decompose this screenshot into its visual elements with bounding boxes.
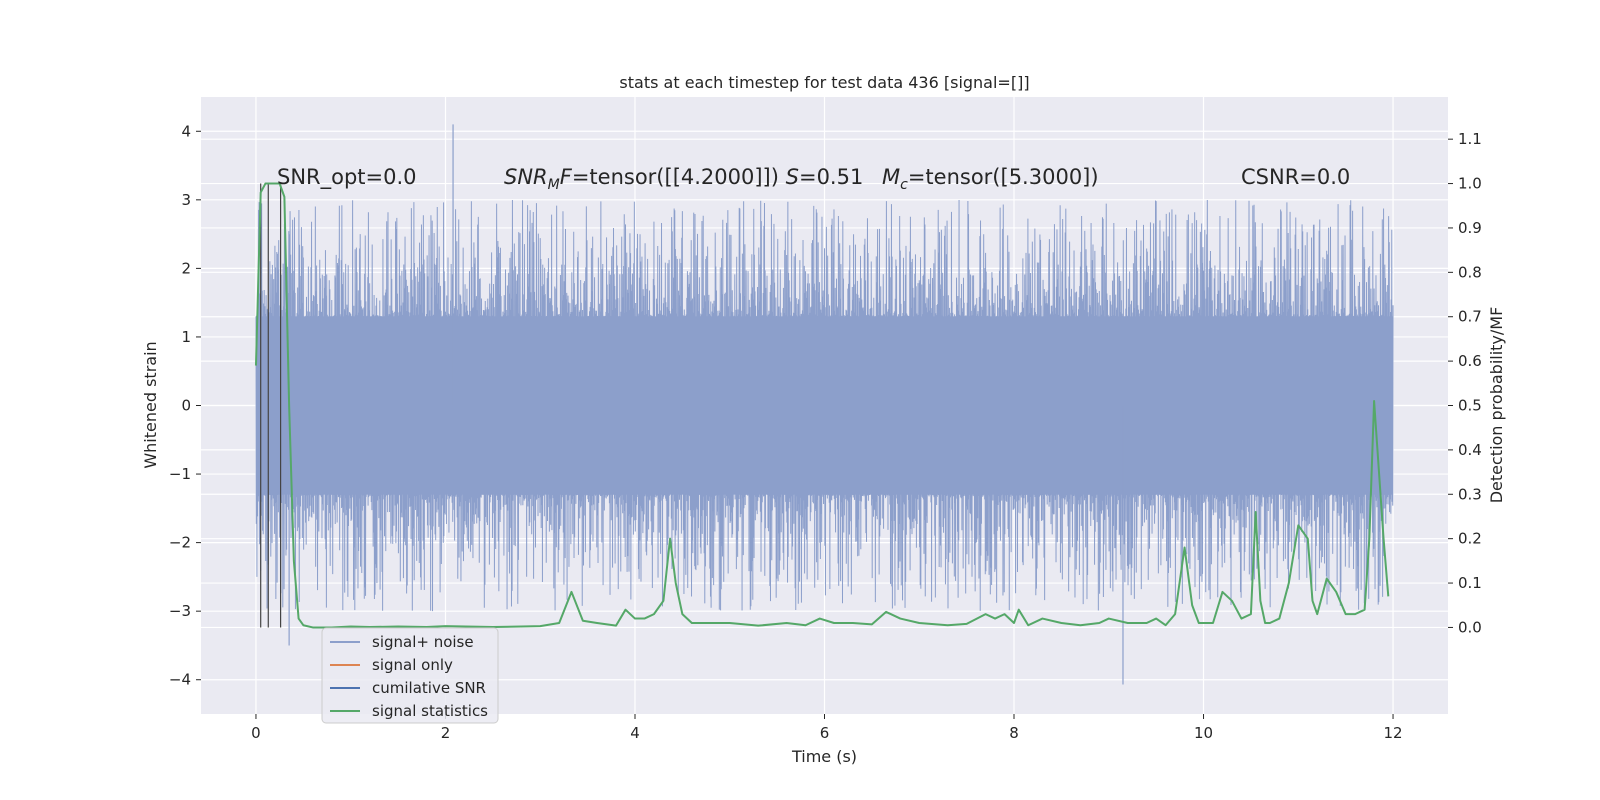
y2-axis-label: Detection probability/MF bbox=[1487, 307, 1506, 504]
y2-tick-label: 0.3 bbox=[1458, 485, 1482, 503]
y2-tick-label: 0.8 bbox=[1458, 263, 1482, 281]
chart-title: stats at each timestep for test data 436… bbox=[619, 73, 1029, 92]
y2-tick-label: 0.6 bbox=[1458, 352, 1482, 370]
y-tick-label: −1 bbox=[169, 465, 191, 483]
x-tick-label: 12 bbox=[1383, 724, 1402, 742]
annotation-snr-mf: SNRMF=tensor([[4.2000]]) S=0.51 bbox=[504, 165, 863, 193]
y2-tick-label: 0.4 bbox=[1458, 441, 1482, 459]
legend-label: signal+ noise bbox=[372, 633, 474, 651]
x-tick-label: 6 bbox=[820, 724, 830, 742]
y2-tick-label: 0.9 bbox=[1458, 219, 1482, 237]
y-tick-label: 2 bbox=[181, 259, 191, 277]
y-tick-label: −4 bbox=[169, 671, 191, 689]
legend-box bbox=[321, 627, 499, 724]
legend: signal+ noise signal only cumilative SNR si… bbox=[321, 627, 499, 724]
signal-statistics-layer bbox=[254, 182, 1390, 629]
signal-plus-noise-trace bbox=[255, 124, 1394, 685]
x-tick-label: 0 bbox=[251, 724, 261, 742]
x-tick-label: 10 bbox=[1194, 724, 1213, 742]
x-tick-label: 8 bbox=[1009, 724, 1019, 742]
y-axis-label: Whitened strain bbox=[141, 341, 160, 468]
y2-tick-label: 0.0 bbox=[1458, 618, 1482, 636]
signal-statistics-line bbox=[254, 182, 1390, 629]
axes: 0 2 4 6 8 10 1243210−1−2−3−41.11.00.90.80.70.6… bbox=[141, 73, 1506, 766]
y-tick-label: −2 bbox=[169, 534, 191, 552]
x-axis-label: Time (s) bbox=[791, 747, 857, 766]
x-tick-label: 2 bbox=[441, 724, 451, 742]
y2-tick-label: 0.7 bbox=[1458, 308, 1482, 326]
y2-tick-label: 0.2 bbox=[1458, 530, 1482, 548]
annotation-csnr: CSNR=0.0 bbox=[1241, 165, 1350, 189]
y-tick-label: 0 bbox=[181, 397, 191, 415]
annotation-mc: Mc=tensor([5.3000]) bbox=[882, 165, 1099, 193]
y-tick-label: 3 bbox=[181, 191, 191, 209]
noise-trace bbox=[255, 199, 1394, 612]
annotation-snr-opt: SNR_opt=0.0 bbox=[277, 165, 417, 190]
y2-tick-label: 1.1 bbox=[1458, 130, 1482, 148]
y-tick-label: 4 bbox=[181, 122, 191, 140]
x-tick-label: 4 bbox=[630, 724, 640, 742]
legend-label: signal only bbox=[372, 656, 453, 674]
y-tick-label: 1 bbox=[181, 328, 191, 346]
y-tick-label: −3 bbox=[169, 602, 191, 620]
y2-tick-label: 0.5 bbox=[1458, 397, 1482, 415]
annotations: SNR_opt=0.0 SNRMF=tensor([[4.2000]]) S=0.… bbox=[277, 165, 1350, 193]
y2-tick-label: 0.1 bbox=[1458, 574, 1482, 592]
vertical-markers bbox=[260, 183, 282, 628]
legend-label: cumilative SNR bbox=[372, 679, 486, 697]
y2-tick-label: 1.0 bbox=[1458, 175, 1482, 193]
legend-label: signal statistics bbox=[372, 702, 488, 720]
